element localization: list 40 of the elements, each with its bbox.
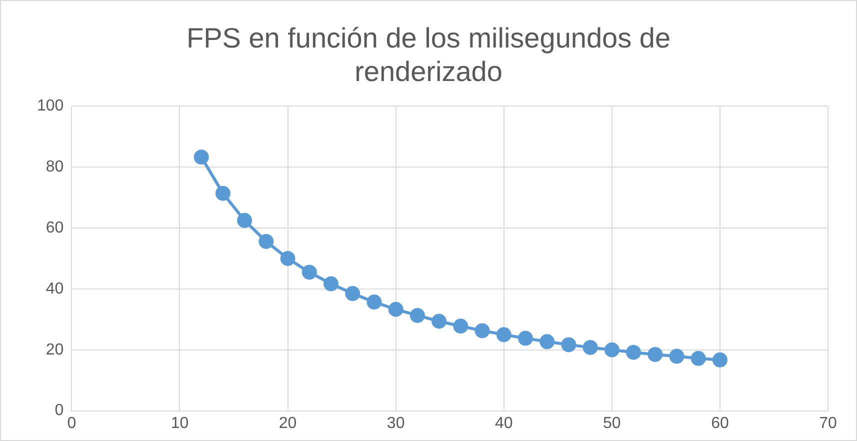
point xyxy=(690,350,706,366)
y-tick-label: 0 xyxy=(54,402,64,420)
point xyxy=(561,337,576,352)
y-tick-label: 100 xyxy=(36,98,64,115)
x-tick-label: 10 xyxy=(170,414,189,432)
point xyxy=(194,150,209,165)
x-tick-label: 70 xyxy=(819,414,837,432)
point xyxy=(496,327,512,342)
x-tick-label: 50 xyxy=(603,414,621,432)
y-tick-label: 40 xyxy=(46,280,64,298)
point xyxy=(366,294,382,310)
point xyxy=(237,212,252,228)
point xyxy=(324,276,338,292)
point xyxy=(712,352,728,368)
point xyxy=(432,314,447,329)
x-tick-label: 20 xyxy=(278,414,297,432)
point xyxy=(626,344,642,360)
y-tick-label: 80 xyxy=(46,158,64,176)
x-tick-label: 30 xyxy=(386,414,405,432)
point xyxy=(604,342,620,358)
point xyxy=(215,186,230,201)
x-tick-label: 40 xyxy=(494,414,513,432)
x-tick-label: 0 xyxy=(67,414,76,432)
y-tick-label: 20 xyxy=(46,341,64,358)
point xyxy=(302,264,317,280)
point xyxy=(453,318,468,334)
point xyxy=(345,286,360,302)
x-tick-label: 60 xyxy=(711,414,729,432)
y-tick-label: 60 xyxy=(46,219,64,236)
point xyxy=(410,308,425,323)
point xyxy=(474,323,490,338)
chart-title: FPS en función de los milisegundos de renderizado xyxy=(186,22,671,88)
point xyxy=(648,346,663,362)
point xyxy=(518,330,533,346)
point xyxy=(280,251,296,266)
point xyxy=(669,348,684,364)
point xyxy=(540,334,555,350)
point xyxy=(388,302,404,317)
point xyxy=(582,340,598,355)
point xyxy=(258,234,274,249)
